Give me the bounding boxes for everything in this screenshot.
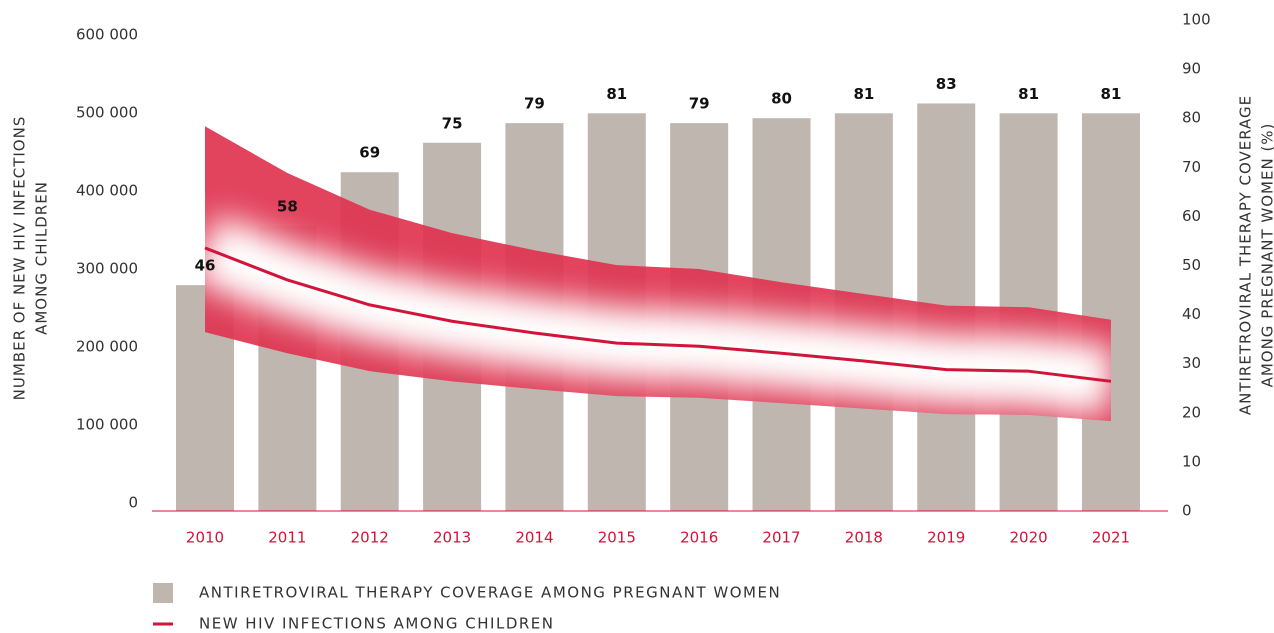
- data-label: 81: [1101, 85, 1122, 103]
- legend-swatch: [153, 583, 173, 603]
- y-tick-label: 300 000: [76, 260, 138, 278]
- y2-tick-label: 60: [1182, 207, 1201, 225]
- x-tick-label: 2020: [1010, 529, 1048, 547]
- y-tick-label: 200 000: [76, 338, 138, 356]
- data-label: 79: [524, 95, 545, 113]
- y2-tick-label: 70: [1182, 158, 1201, 176]
- x-tick-label: 2011: [268, 529, 306, 547]
- y2-tick-label: 30: [1182, 354, 1201, 372]
- y2-tick-label: 80: [1182, 109, 1201, 127]
- data-label: 80: [771, 90, 792, 108]
- data-label: 58: [277, 198, 298, 216]
- legend-label: ANTIRETROVIRAL THERAPY COVERAGE AMONG PR…: [199, 584, 781, 602]
- y-tick-label: 0: [128, 494, 138, 512]
- y2-tick-label: 10: [1182, 452, 1201, 470]
- x-tick-label: 2015: [598, 529, 636, 547]
- x-tick-label: 2017: [762, 529, 800, 547]
- y-tick-label: 600 000: [76, 26, 138, 44]
- x-tick-label: 2019: [927, 529, 965, 547]
- x-tick-label: 2018: [845, 529, 883, 547]
- x-tick-label: 2014: [515, 529, 553, 547]
- y-axis-title: AMONG CHILDREN: [33, 181, 51, 335]
- y2-tick-label: 100: [1182, 11, 1211, 29]
- y2-axis-title: AMONG PREGNANT WOMEN (%): [1259, 123, 1274, 388]
- data-label: 79: [689, 95, 710, 113]
- y-tick-label: 500 000: [76, 104, 138, 122]
- x-tick-label: 2013: [433, 529, 471, 547]
- x-tick-label: 2012: [351, 529, 389, 547]
- data-label: 83: [936, 75, 957, 93]
- x-tick-label: 2010: [186, 529, 224, 547]
- y2-tick-label: 90: [1182, 60, 1201, 78]
- data-label: 75: [442, 114, 463, 132]
- data-label: 69: [359, 144, 380, 162]
- x-tick-label: 2021: [1092, 529, 1130, 547]
- line: [204, 246, 1112, 383]
- legend-label: NEW HIV INFECTIONS AMONG CHILDREN: [199, 615, 554, 633]
- y2-tick-label: 50: [1182, 256, 1201, 274]
- x-tick-label: 2016: [680, 529, 718, 547]
- data-label: 81: [853, 85, 874, 103]
- y2-tick-label: 0: [1182, 502, 1192, 520]
- data-label: 81: [1018, 85, 1039, 103]
- data-label: 81: [606, 85, 627, 103]
- y2-axis-title: ANTIRETROVIRAL THERAPY COVERAGE: [1237, 95, 1255, 415]
- y2-tick-label: 20: [1182, 403, 1201, 421]
- y-axis-title: NUMBER OF NEW HIV INFECTIONS: [11, 116, 29, 401]
- data-label: 46: [195, 257, 216, 275]
- y-tick-label: 400 000: [76, 182, 138, 200]
- y2-tick-label: 40: [1182, 305, 1201, 323]
- bar: [1081, 113, 1140, 511]
- y-tick-label: 100 000: [76, 416, 138, 434]
